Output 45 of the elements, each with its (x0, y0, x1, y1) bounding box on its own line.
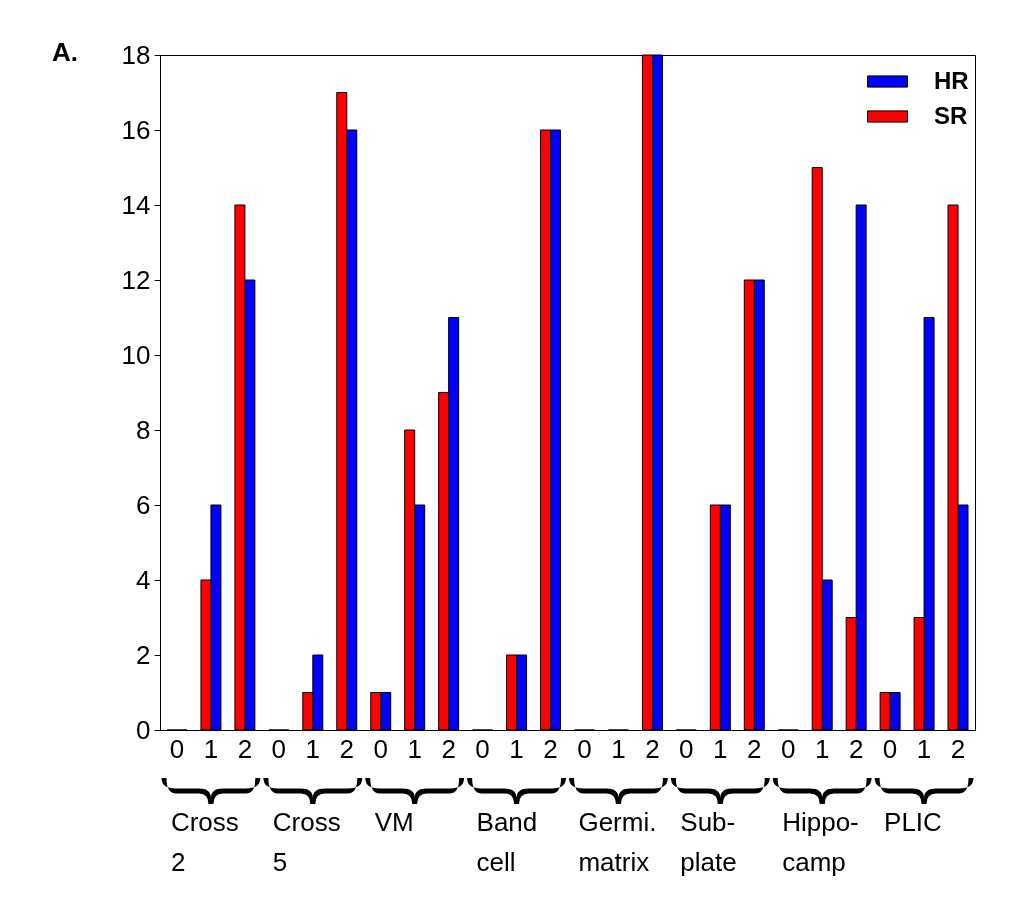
x-tick-label: 2 (543, 733, 558, 764)
x-tick-label: 0 (882, 733, 898, 764)
x-tick-label: 0 (373, 733, 388, 764)
y-tick-label: 14 (121, 189, 151, 220)
x-tick-label: 0 (475, 733, 490, 764)
y-tick-label: 2 (136, 639, 151, 670)
x-tick-label: 1 (509, 733, 524, 764)
x-tick-label: 2 (237, 733, 253, 764)
y-tick-label: 6 (136, 489, 151, 520)
legend-label: HR (934, 66, 969, 94)
y-tick-label: 16 (121, 114, 151, 145)
x-tick-label: 2 (441, 733, 456, 764)
text: Cross 5 (272, 807, 341, 877)
x-tick-label: 0 (679, 733, 694, 764)
x-tick-label: 1 (611, 733, 626, 764)
x-tick-label: 1 (203, 733, 219, 764)
y-tick-label: 18 (121, 39, 151, 70)
x-tick-label: 2 (950, 733, 966, 764)
x-tick-label: 1 (814, 733, 830, 764)
y-tick-label: 8 (136, 414, 151, 445)
y-tick-label: 10 (121, 339, 151, 370)
x-tick-label: 1 (713, 733, 728, 764)
x-tick-label: 2 (848, 733, 864, 764)
x-tick-label: 2 (339, 733, 355, 764)
legend-label: SR (934, 101, 968, 129)
x-tick-label: 0 (271, 733, 287, 764)
y-tick-label: 0 (136, 714, 151, 745)
y-tick-label: 4 (136, 564, 151, 595)
text: Germi. matrix (578, 807, 657, 877)
text: Hippo- camp (782, 807, 859, 877)
text: Band cell (476, 807, 538, 877)
x-tick-label: 0 (169, 733, 185, 764)
y-tick-label: 12 (121, 264, 151, 295)
x-tick-label: 0 (577, 733, 592, 764)
x-tick-label: 2 (645, 733, 660, 764)
x-tick-label: 2 (747, 733, 762, 764)
text: VM (374, 807, 414, 837)
x-tick-label: 1 (305, 733, 321, 764)
x-tick-label: 1 (916, 733, 932, 764)
text: Cross 2 (170, 807, 239, 877)
chart-title: A. (52, 37, 78, 67)
x-tick-label: 0 (780, 733, 796, 764)
text: PLIC (884, 807, 942, 837)
text: Sub- plate (680, 807, 737, 877)
x-tick-label: 1 (407, 733, 422, 764)
